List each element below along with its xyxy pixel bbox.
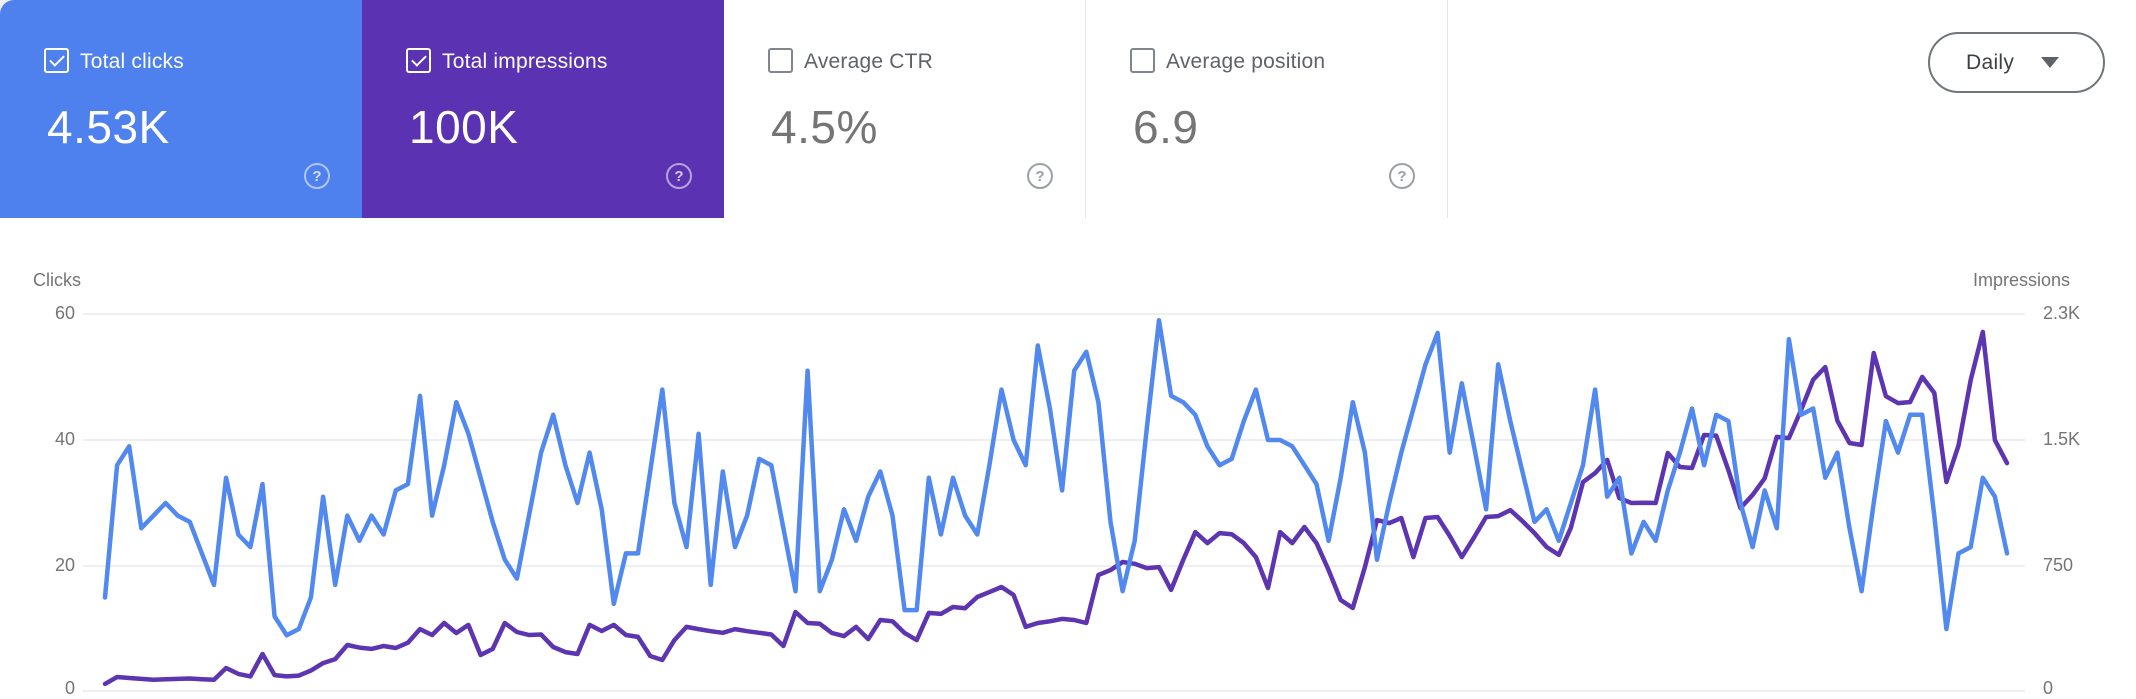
help-icon[interactable] <box>1027 163 1053 189</box>
right-axis-tick: 2.3K <box>2043 303 2081 323</box>
metric-card-average-ctr[interactable]: Average CTR 4.5% <box>724 0 1086 218</box>
left-axis-tick: 60 <box>54 303 75 323</box>
metric-value: 6.9 <box>1133 101 1199 153</box>
metric-card-average-position[interactable]: Average position 6.9 <box>1086 0 1448 218</box>
help-icon[interactable] <box>1389 163 1415 189</box>
help-icon[interactable] <box>666 163 692 189</box>
right-axis-tick: 750 <box>2043 555 2074 575</box>
clicks-line <box>102 318 2010 638</box>
checkbox-unchecked-icon[interactable] <box>1130 48 1155 73</box>
left-axis-tick: 0 <box>64 678 75 698</box>
metric-value: 4.53K <box>47 101 170 153</box>
date-granularity-dropdown[interactable]: Daily <box>1928 32 2105 93</box>
metric-label: Average position <box>1166 50 1326 73</box>
metric-label: Total impressions <box>442 50 608 73</box>
right-axis-tick: 1.5K <box>2043 429 2081 449</box>
right-axis-tick: 0 <box>2043 678 2054 698</box>
metric-value: 100K <box>409 101 519 153</box>
dropdown-selected-value: Daily <box>1966 50 2015 74</box>
performance-line-chart[interactable] <box>0 250 2136 692</box>
metric-value: 4.5% <box>771 101 878 153</box>
left-axis-tick: 20 <box>54 555 75 575</box>
right-axis-title: Impressions <box>1973 270 2071 290</box>
metric-card-total-clicks[interactable]: Total clicks 4.53K <box>0 0 362 218</box>
metric-label: Average CTR <box>804 50 934 73</box>
metric-label: Total clicks <box>80 50 184 73</box>
impressions-line <box>102 329 2010 687</box>
checkbox-unchecked-icon[interactable] <box>768 48 793 73</box>
left-axis-tick: 40 <box>54 429 75 449</box>
checkbox-checked-icon[interactable] <box>406 48 431 73</box>
checkbox-checked-icon[interactable] <box>44 48 69 73</box>
metric-card-total-impressions[interactable]: Total impressions 100K <box>362 0 724 218</box>
left-axis-title: Clicks <box>33 270 81 290</box>
help-icon[interactable] <box>304 163 330 189</box>
metric-cards-row: Total clicks 4.53K Total impressions 100… <box>0 0 1448 218</box>
chevron-down-icon <box>2041 57 2060 68</box>
